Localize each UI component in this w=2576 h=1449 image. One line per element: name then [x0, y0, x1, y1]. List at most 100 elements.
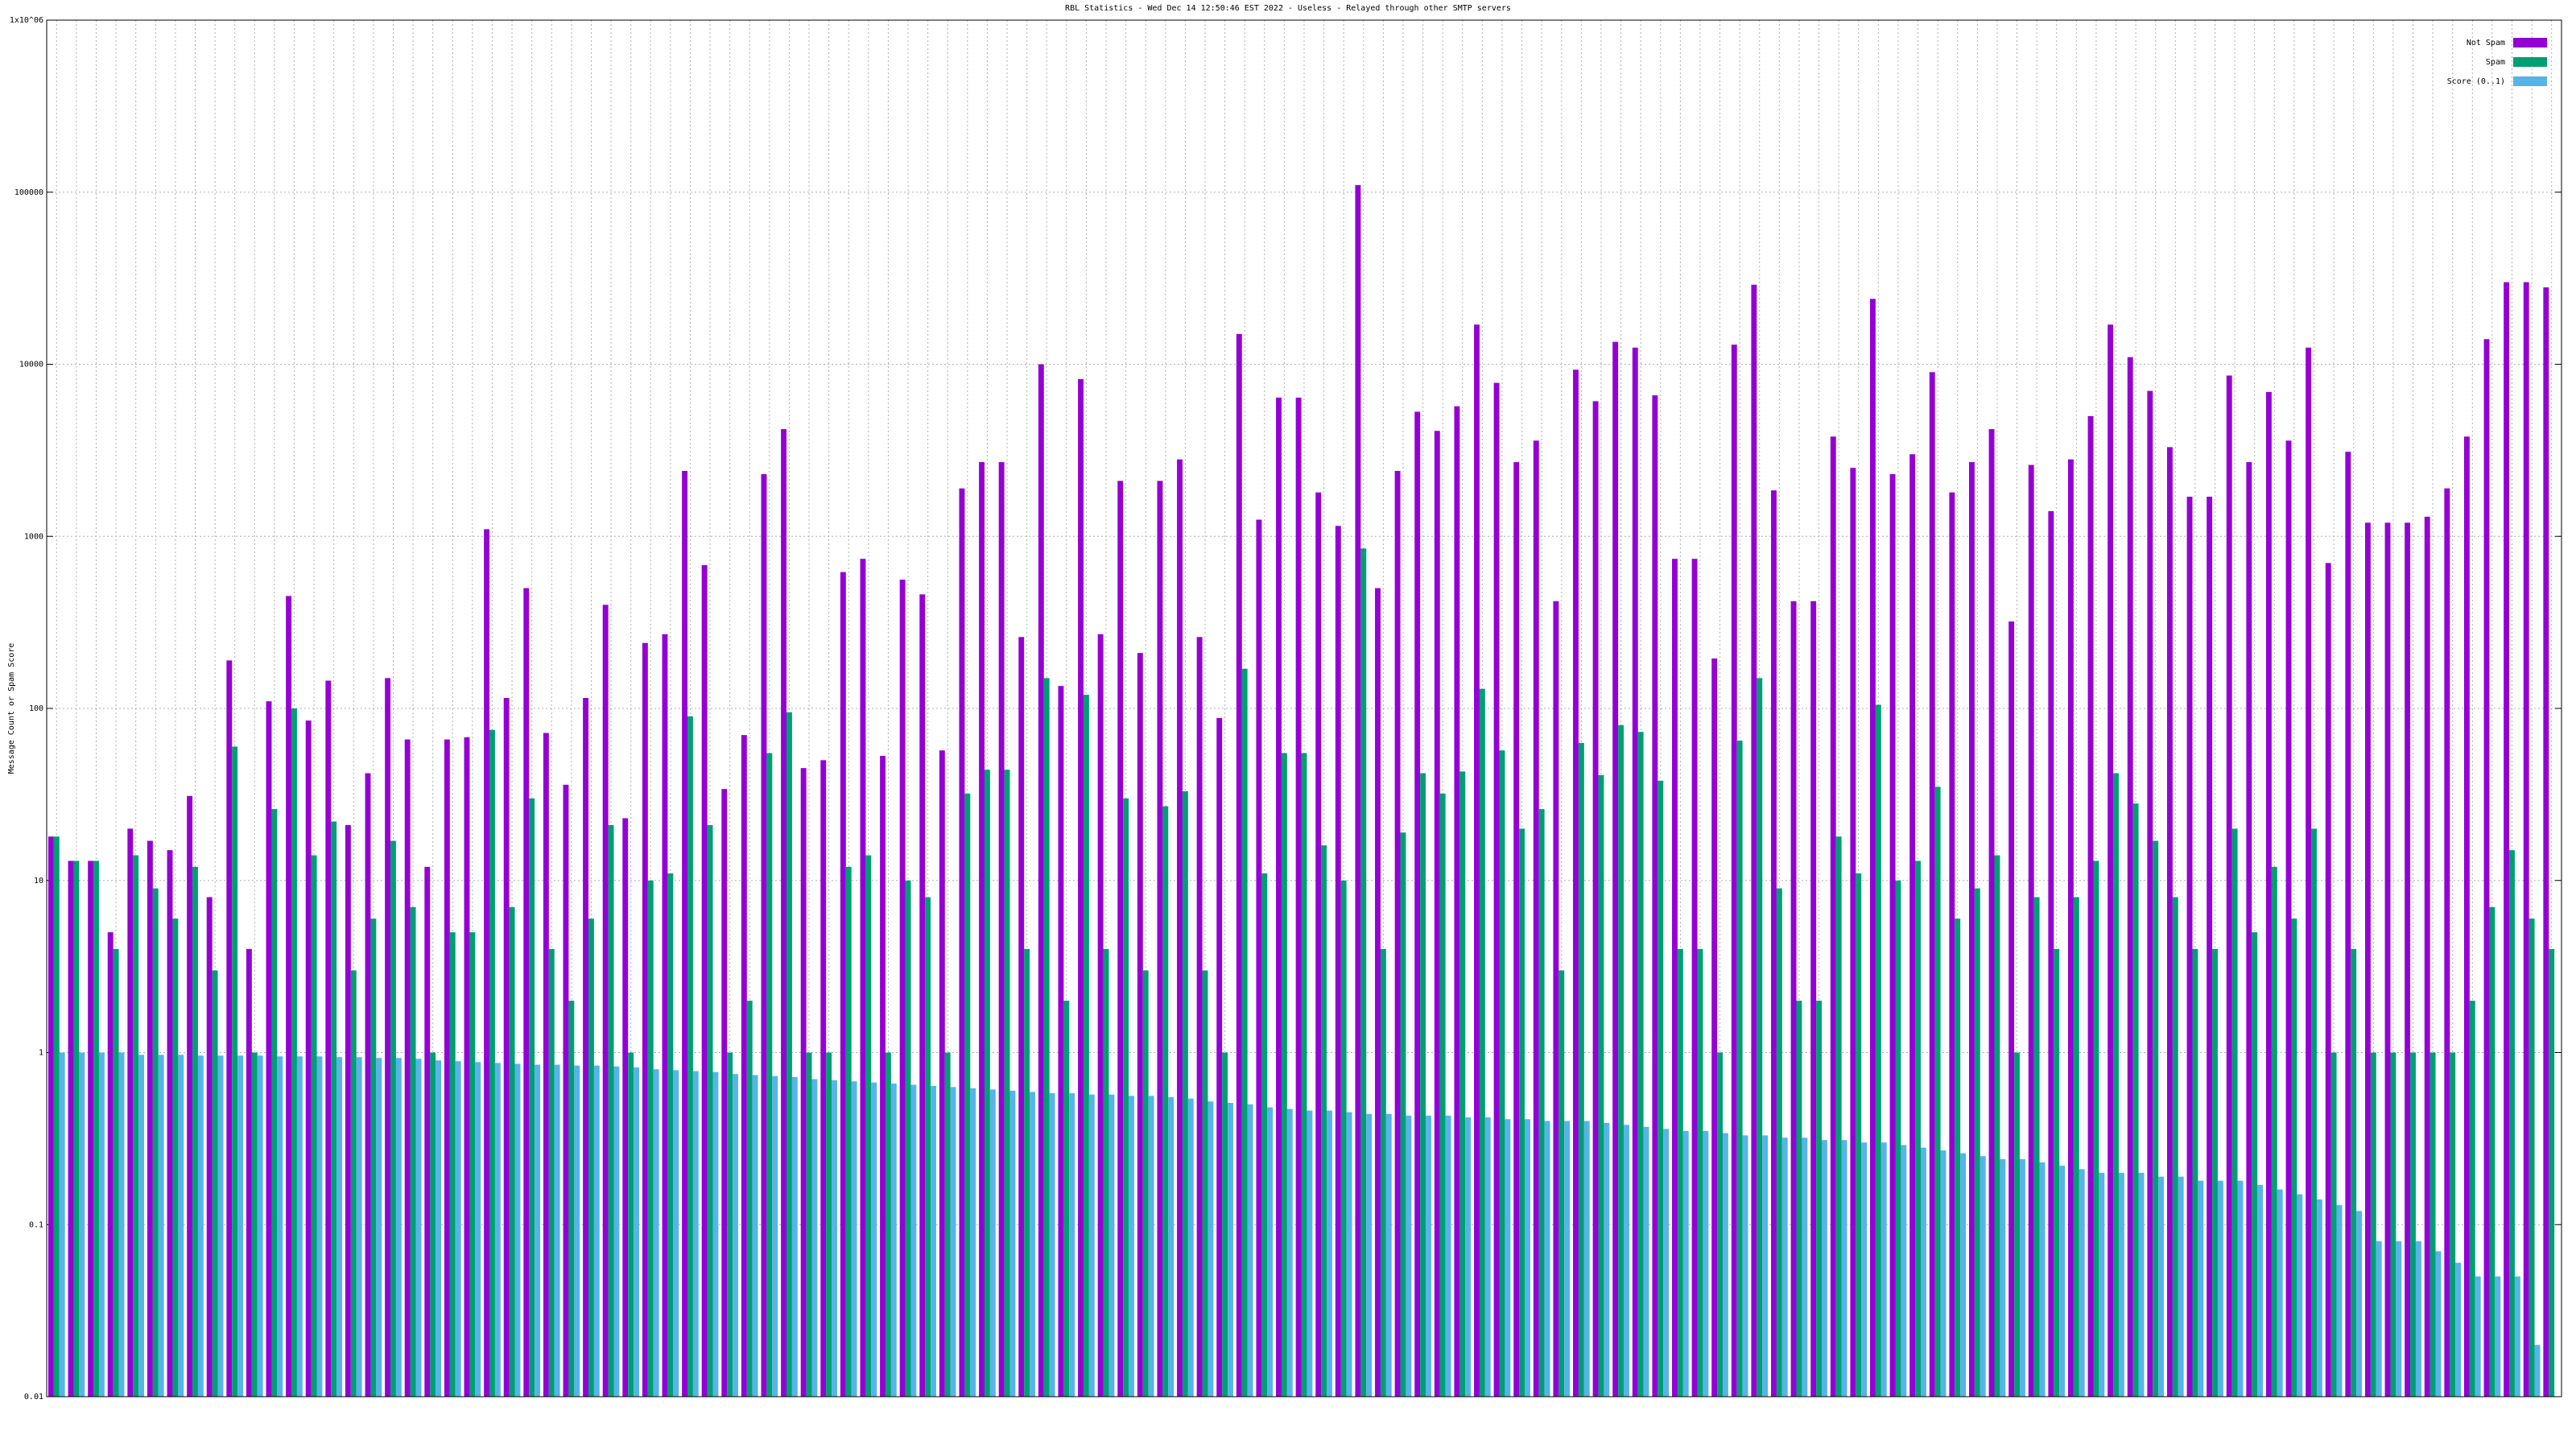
bar — [271, 809, 278, 1397]
bar — [692, 1071, 699, 1397]
bar — [2178, 1176, 2184, 1397]
legend-label: Score (0..1) — [2447, 77, 2505, 86]
bar — [1493, 382, 1500, 1397]
bar — [1875, 704, 1881, 1397]
bar — [68, 861, 74, 1397]
bar — [147, 840, 153, 1397]
bar — [1757, 678, 1763, 1397]
bar — [1222, 1052, 1228, 1397]
bar — [331, 821, 337, 1397]
bar — [455, 1061, 461, 1397]
bar — [701, 565, 708, 1397]
bar — [1525, 1119, 1530, 1397]
bar — [1083, 695, 1089, 1397]
bar — [1108, 1094, 1115, 1397]
bar — [1375, 588, 1381, 1397]
bar — [158, 1055, 164, 1397]
bar — [2079, 1169, 2085, 1397]
bar — [1682, 1130, 1689, 1397]
bar — [1736, 740, 1743, 1397]
bar — [296, 1056, 303, 1397]
bar — [826, 1052, 832, 1397]
bar — [2514, 1276, 2520, 1397]
bar — [2455, 1262, 2462, 1397]
bar — [1030, 1092, 1035, 1397]
bar — [390, 840, 396, 1397]
bar — [2435, 1251, 2442, 1397]
bar — [535, 1064, 540, 1397]
bar — [1988, 429, 1995, 1397]
y-axis-label: Message Count or Spam Score — [7, 643, 16, 774]
bar — [118, 1052, 125, 1397]
bar — [2158, 1176, 2165, 1397]
bar — [1484, 1117, 1491, 1397]
bar — [1949, 492, 1955, 1397]
bar — [2356, 1211, 2363, 1397]
bar — [761, 473, 767, 1397]
bar — [712, 1071, 719, 1397]
bar — [1796, 1001, 1802, 1397]
bar — [2543, 287, 2549, 1397]
bar — [979, 462, 985, 1397]
bar — [2127, 357, 2133, 1397]
bar — [2073, 897, 2079, 1397]
bar — [2376, 1241, 2382, 1397]
bar — [2132, 803, 2139, 1397]
bar — [1533, 440, 1539, 1397]
y-tick-label: 100000 — [14, 188, 43, 197]
y-tick-label: 0.1 — [29, 1220, 43, 1229]
bar — [436, 1060, 442, 1397]
y-tick-label: 1x10^06 — [10, 16, 43, 25]
bar — [2198, 1180, 2204, 1397]
bar — [939, 750, 945, 1397]
bar — [316, 1056, 323, 1397]
bar — [1895, 880, 1901, 1397]
bar — [325, 680, 332, 1397]
bar — [733, 1074, 738, 1397]
bar — [2192, 948, 2198, 1397]
bar — [1499, 750, 1505, 1397]
bar — [113, 948, 119, 1397]
y-tick-label: 10000 — [19, 361, 43, 369]
bar — [1583, 1121, 1590, 1397]
bar — [647, 880, 654, 1397]
bar — [1830, 436, 1836, 1397]
bar — [2316, 1199, 2322, 1397]
bar — [1920, 1147, 1926, 1397]
bar — [1228, 1103, 1233, 1397]
bar — [1465, 1117, 1472, 1397]
bar — [1267, 1107, 1274, 1397]
bar — [251, 1052, 258, 1397]
bar — [2311, 828, 2317, 1397]
bar — [1321, 845, 1327, 1397]
bar — [1652, 395, 1658, 1397]
bar — [2252, 932, 2258, 1397]
bar — [2429, 1052, 2436, 1397]
bar — [2277, 1189, 2283, 1397]
bar — [1097, 634, 1104, 1397]
bar — [628, 1052, 634, 1397]
bar — [1751, 284, 1757, 1397]
bar — [1394, 470, 1401, 1397]
bar — [2000, 1158, 2006, 1397]
bar — [1148, 1096, 1154, 1397]
bar — [2087, 415, 2094, 1397]
bar — [187, 795, 193, 1397]
bar — [931, 1085, 936, 1397]
bar — [246, 948, 252, 1397]
bar — [2297, 1194, 2303, 1397]
bar — [88, 861, 94, 1397]
bar — [2405, 522, 2411, 1397]
bar — [73, 861, 80, 1397]
bar — [484, 529, 490, 1397]
bar — [98, 1052, 105, 1397]
bar — [529, 798, 535, 1397]
bar — [583, 698, 589, 1397]
bar — [766, 753, 773, 1397]
bar — [772, 1075, 778, 1397]
bar — [2226, 375, 2232, 1397]
bar — [1286, 1108, 1293, 1397]
bar — [925, 897, 931, 1397]
bar — [2231, 828, 2238, 1397]
bar — [226, 660, 233, 1397]
